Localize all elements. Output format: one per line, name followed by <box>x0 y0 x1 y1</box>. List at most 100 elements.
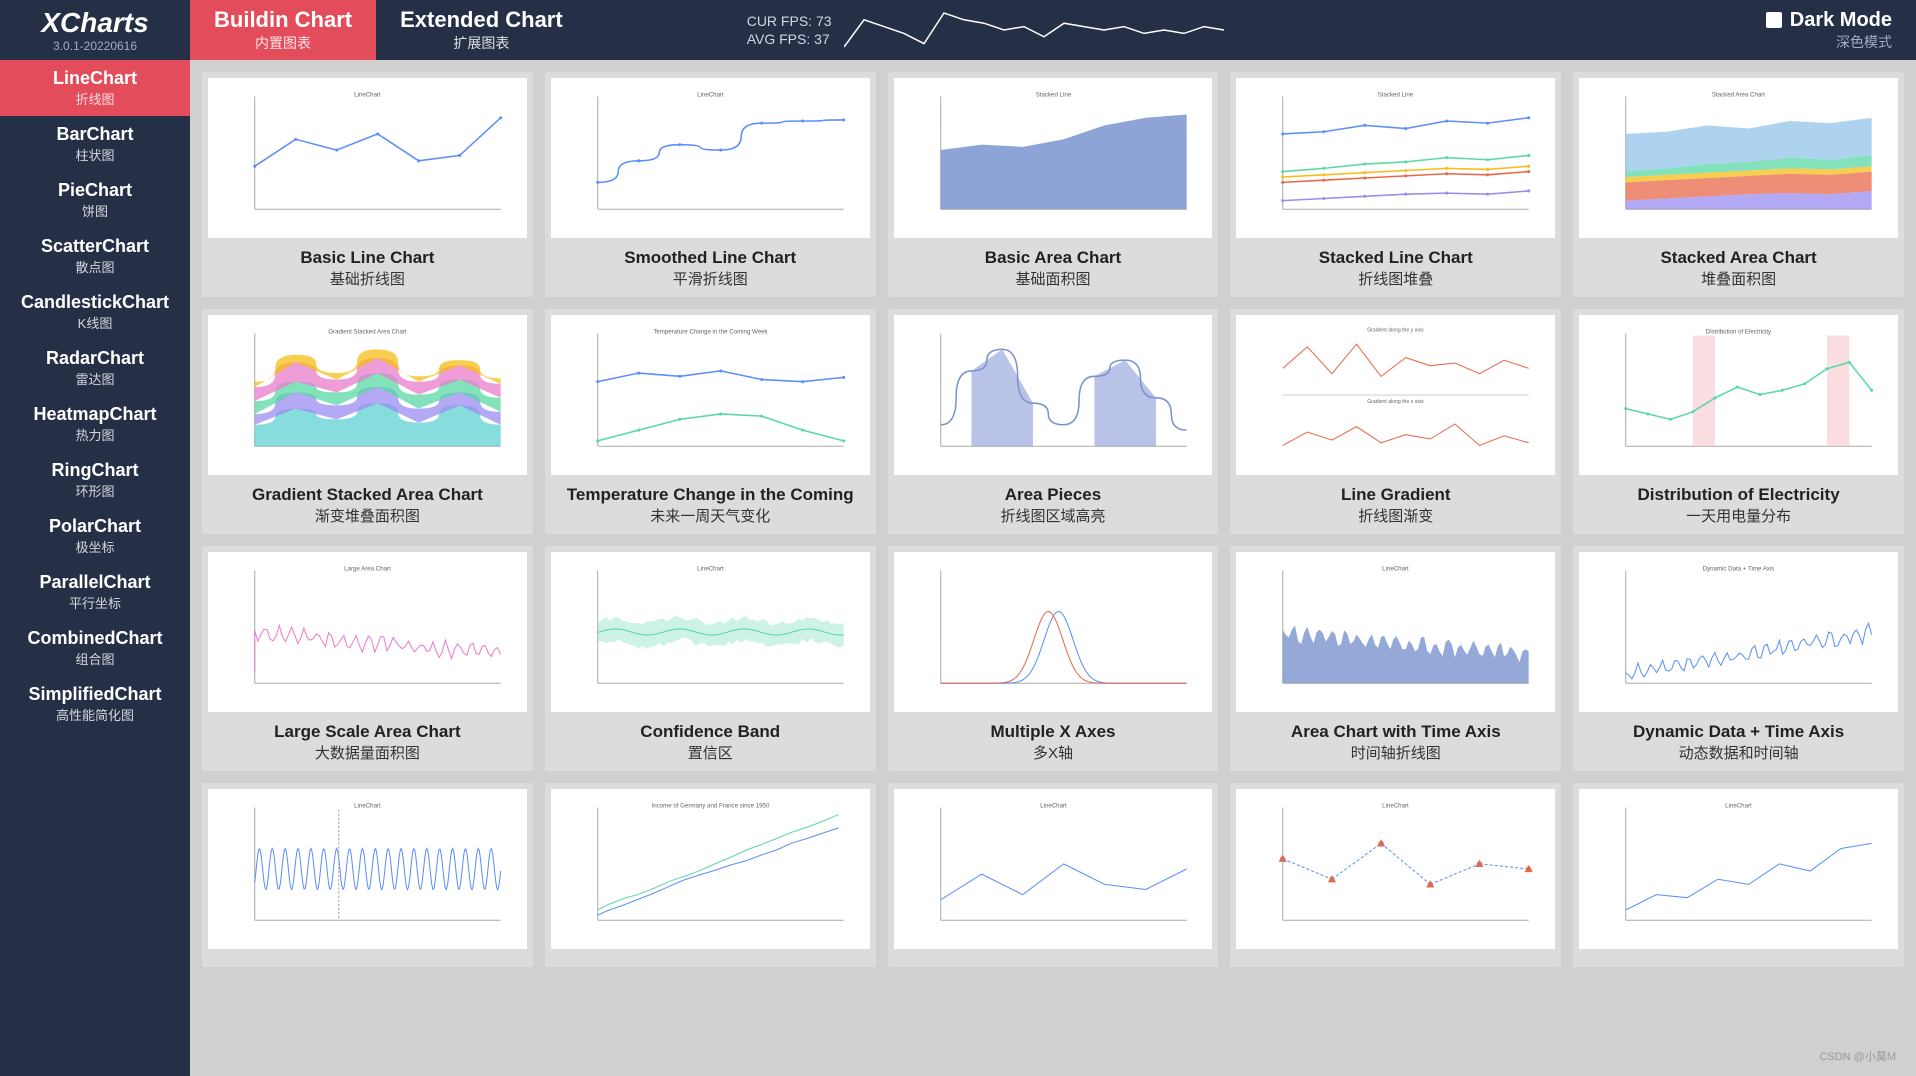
chart-card-16[interactable]: Income of Germany and France since 1950 <box>545 783 876 967</box>
tab-extended-chart[interactable]: Extended Chart扩展图表 <box>376 0 587 60</box>
logo-version: 3.0.1-20220616 <box>0 39 190 53</box>
chart-thumb: LineChart <box>1579 789 1898 949</box>
chart-title-en: Distribution of Electricity <box>1575 485 1902 505</box>
sidebar-label-en: PieChart <box>4 180 186 201</box>
chart-title-en: Basic Line Chart <box>204 248 531 268</box>
chart-caption: Temperature Change in the Coming 未来一周天气变… <box>545 481 876 534</box>
chart-caption: Line Gradient 折线图渐变 <box>1230 481 1561 534</box>
chart-title-cn: 一天用电量分布 <box>1575 505 1902 526</box>
chart-title-en: Area Chart with Time Axis <box>1232 722 1559 742</box>
sidebar-label-cn: 高性能简化图 <box>4 705 186 724</box>
sidebar-label-en: BarChart <box>4 124 186 145</box>
chart-title-en: Smoothed Line Chart <box>547 248 874 268</box>
chart-title-cn: 堆叠面积图 <box>1575 268 1902 289</box>
svg-text:Distribution of Electricity: Distribution of Electricity <box>1706 329 1772 336</box>
chart-card-17[interactable]: LineChart <box>888 783 1219 967</box>
sidebar-label-en: PolarChart <box>4 516 186 537</box>
chart-thumb: Stacked Area Chart <box>1579 78 1898 238</box>
sidebar-label-en: HeatmapChart <box>4 404 186 425</box>
chart-card-5[interactable]: Gradient Stacked Area Chart Gradient Sta… <box>202 309 533 534</box>
svg-text:Stacked Line: Stacked Line <box>1378 92 1414 99</box>
sidebar-label-cn: 折线图 <box>4 89 186 108</box>
chart-title-cn: 基础折线图 <box>204 268 531 289</box>
chart-card-6[interactable]: Temperature Change in the Coming Week Te… <box>545 309 876 534</box>
chart-caption: Confidence Band 置信区 <box>545 718 876 771</box>
content: LineChart Basic Line Chart 基础折线图 LineCha… <box>190 60 1916 1076</box>
topbar: XCharts 3.0.1-20220616 Buildin Chart内置图表… <box>0 0 1916 60</box>
chart-title-cn: 折线图区域高亮 <box>890 505 1217 526</box>
svg-text:Gradient Stacked Area Chart: Gradient Stacked Area Chart <box>328 329 407 336</box>
chart-card-1[interactable]: LineChart Smoothed Line Chart 平滑折线图 <box>545 72 876 297</box>
sidebar-label-en: SimplifiedChart <box>4 684 186 705</box>
chart-title-en: Stacked Area Chart <box>1575 248 1902 268</box>
chart-title-en: Line Gradient <box>1232 485 1559 505</box>
svg-text:Large Area Chart: Large Area Chart <box>344 566 391 573</box>
chart-card-7[interactable]: Area Pieces 折线图区域高亮 <box>888 309 1219 534</box>
chart-caption <box>1573 955 1904 967</box>
chart-card-12[interactable]: Multiple X Axes 多X轴 <box>888 546 1219 771</box>
chart-title-cn: 大数据量面积图 <box>204 742 531 763</box>
svg-text:Gradient along the y axis: Gradient along the y axis <box>1368 327 1425 333</box>
chart-thumb: Stacked Line <box>1236 78 1555 238</box>
chart-title-en: Dynamic Data + Time Axis <box>1575 722 1902 742</box>
chart-card-9[interactable]: Distribution of Electricity Distribution… <box>1573 309 1904 534</box>
svg-text:Dynamic Data + Time Axis: Dynamic Data + Time Axis <box>1703 566 1775 573</box>
chart-card-15[interactable]: LineChart <box>202 783 533 967</box>
sidebar-item-barchart[interactable]: BarChart柱状图 <box>0 116 190 172</box>
chart-card-4[interactable]: Stacked Area Chart Stacked Area Chart 堆叠… <box>1573 72 1904 297</box>
sidebar-item-combinedchart[interactable]: CombinedChart组合图 <box>0 620 190 676</box>
chart-card-10[interactable]: Large Area Chart Large Scale Area Chart … <box>202 546 533 771</box>
chart-card-0[interactable]: LineChart Basic Line Chart 基础折线图 <box>202 72 533 297</box>
logo-title: XCharts <box>0 7 190 39</box>
dark-mode-toggle[interactable]: Dark Mode 深色模式 <box>1766 9 1892 52</box>
sidebar-item-linechart[interactable]: LineChart折线图 <box>0 60 190 116</box>
chart-caption: Basic Area Chart 基础面积图 <box>888 244 1219 297</box>
svg-text:LineChart: LineChart <box>1383 803 1410 810</box>
sidebar-item-heatmapchart[interactable]: HeatmapChart热力图 <box>0 396 190 452</box>
chart-card-11[interactable]: LineChart Confidence Band 置信区 <box>545 546 876 771</box>
sidebar-label-en: RingChart <box>4 460 186 481</box>
chart-thumb: Stacked Line <box>894 78 1213 238</box>
sidebar-label-en: LineChart <box>4 68 186 89</box>
chart-title-en: Multiple X Axes <box>890 722 1217 742</box>
fps-display: CUR FPS: 73 AVG FPS: 37 <box>747 12 832 48</box>
sidebar-label-cn: 平行坐标 <box>4 593 186 612</box>
tab-label-en: Extended Chart <box>400 7 563 33</box>
chart-caption <box>545 955 876 967</box>
sidebar-item-scatterchart[interactable]: ScatterChart散点图 <box>0 228 190 284</box>
chart-card-14[interactable]: Dynamic Data + Time Axis Dynamic Data + … <box>1573 546 1904 771</box>
tab-buildin-chart[interactable]: Buildin Chart内置图表 <box>190 0 376 60</box>
chart-card-2[interactable]: Stacked Line Basic Area Chart 基础面积图 <box>888 72 1219 297</box>
sidebar-item-radarchart[interactable]: RadarChart雷达图 <box>0 340 190 396</box>
chart-card-18[interactable]: LineChart <box>1230 783 1561 967</box>
sidebar-item-simplifiedchart[interactable]: SimplifiedChart高性能简化图 <box>0 676 190 732</box>
chart-title-cn: 动态数据和时间轴 <box>1575 742 1902 763</box>
sidebar-item-ringchart[interactable]: RingChart环形图 <box>0 452 190 508</box>
chart-title-cn: 基础面积图 <box>890 268 1217 289</box>
chart-card-19[interactable]: LineChart <box>1573 783 1904 967</box>
chart-thumb: LineChart <box>208 789 527 949</box>
sidebar-label-cn: 散点图 <box>4 257 186 276</box>
sidebar-label-cn: 雷达图 <box>4 369 186 388</box>
chart-card-3[interactable]: Stacked Line Stacked Line Chart 折线图堆叠 <box>1230 72 1561 297</box>
chart-card-8[interactable]: Gradient along the y axisGradient along … <box>1230 309 1561 534</box>
chart-thumb: Gradient Stacked Area Chart <box>208 315 527 475</box>
dark-mode-label-cn: 深色模式 <box>1836 32 1892 52</box>
chart-title-en: Basic Area Chart <box>890 248 1217 268</box>
dark-mode-label-en: Dark Mode <box>1790 9 1892 32</box>
svg-text:LineChart: LineChart <box>1725 803 1752 810</box>
chart-thumb: Dynamic Data + Time Axis <box>1579 552 1898 712</box>
chart-caption: Area Pieces 折线图区域高亮 <box>888 481 1219 534</box>
sidebar-item-piechart[interactable]: PieChart饼图 <box>0 172 190 228</box>
sidebar-item-candlestickchart[interactable]: CandlestickChartK线图 <box>0 284 190 340</box>
tabs: Buildin Chart内置图表Extended Chart扩展图表 <box>190 0 587 60</box>
svg-text:LineChart: LineChart <box>354 803 381 810</box>
svg-text:LineChart: LineChart <box>697 566 724 573</box>
chart-card-13[interactable]: LineChart Area Chart with Time Axis 时间轴折… <box>1230 546 1561 771</box>
chart-thumb: LineChart <box>1236 789 1555 949</box>
chart-title-cn: 时间轴折线图 <box>1232 742 1559 763</box>
sidebar-item-polarchart[interactable]: PolarChart极坐标 <box>0 508 190 564</box>
sidebar-item-parallelchart[interactable]: ParallelChart平行坐标 <box>0 564 190 620</box>
chart-thumb: Distribution of Electricity <box>1579 315 1898 475</box>
chart-caption: Multiple X Axes 多X轴 <box>888 718 1219 771</box>
